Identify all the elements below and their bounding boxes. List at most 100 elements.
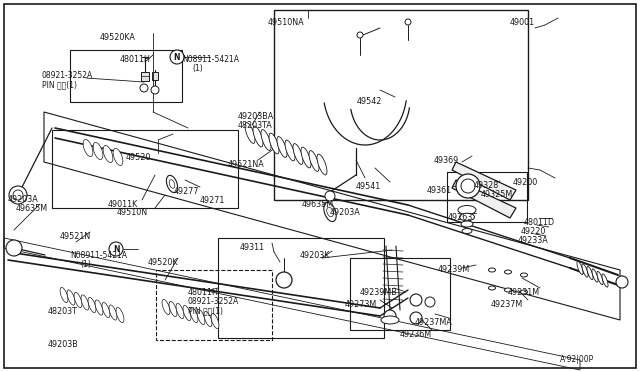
Text: PIN ピン(1): PIN ピン(1) [188,306,223,315]
Ellipse shape [326,207,333,217]
Text: 48011H: 48011H [188,288,219,297]
Ellipse shape [176,304,184,318]
Circle shape [410,312,422,324]
Polygon shape [452,162,516,200]
Ellipse shape [301,147,311,168]
Bar [152,72,158,80]
Polygon shape [452,180,516,218]
Ellipse shape [166,175,178,193]
Ellipse shape [102,302,110,318]
Text: 49635M: 49635M [302,200,334,209]
Ellipse shape [587,266,593,280]
Ellipse shape [460,213,474,221]
Ellipse shape [88,297,96,312]
Text: 49237M: 49237M [491,300,524,309]
Circle shape [151,86,159,94]
Text: 49263: 49263 [448,213,473,222]
Text: 49236M: 49236M [400,330,432,339]
Text: 48011D: 48011D [524,218,555,227]
Text: 48203TA: 48203TA [238,121,273,130]
Ellipse shape [204,311,212,327]
Text: PIN ピン(1): PIN ピン(1) [42,80,77,89]
Ellipse shape [113,148,123,166]
Text: 49520: 49520 [126,153,152,162]
Text: 49220: 49220 [521,227,547,236]
Bar [141,72,149,81]
Bar [447,172,527,222]
Ellipse shape [277,137,287,157]
Text: 49277: 49277 [174,187,200,196]
Text: 48203T: 48203T [48,307,78,316]
Text: 08921-3252A: 08921-3252A [42,71,93,80]
Circle shape [276,272,292,288]
Ellipse shape [458,205,476,215]
Ellipse shape [597,272,603,285]
Ellipse shape [83,140,93,157]
Text: 49271: 49271 [200,196,225,205]
Ellipse shape [67,290,75,305]
Ellipse shape [109,305,117,320]
Ellipse shape [261,129,271,150]
Ellipse shape [245,123,255,143]
Ellipse shape [520,273,527,277]
Text: 49635M: 49635M [16,204,48,213]
Text: 49203B: 49203B [48,340,79,349]
Ellipse shape [504,270,511,274]
Ellipse shape [293,144,303,164]
Text: N: N [113,244,119,253]
Circle shape [6,240,22,256]
Text: 49203A: 49203A [330,208,361,217]
Text: 49203BA: 49203BA [238,112,275,121]
Bar [350,258,450,330]
Ellipse shape [462,228,472,234]
Text: 49239M: 49239M [438,265,470,274]
Text: 49200: 49200 [513,178,538,187]
Text: 49521N: 49521N [60,232,92,241]
Ellipse shape [285,140,295,161]
Text: 49510N: 49510N [117,208,148,217]
Text: A·92|00P: A·92|00P [560,355,595,364]
Ellipse shape [592,269,598,282]
Circle shape [410,294,422,306]
Text: 49520K: 49520K [148,258,179,267]
Text: 49328: 49328 [474,181,499,190]
Text: 49273M: 49273M [345,300,377,309]
Ellipse shape [190,307,198,323]
Ellipse shape [488,286,495,290]
Bar [156,270,272,340]
Text: 49520KA: 49520KA [100,33,136,42]
Text: 49521NA: 49521NA [228,160,265,169]
Ellipse shape [253,126,263,147]
Ellipse shape [309,151,319,171]
Ellipse shape [60,288,68,302]
Text: (1): (1) [192,64,203,73]
Circle shape [461,179,475,193]
Text: 49001: 49001 [510,18,535,27]
Ellipse shape [74,292,82,308]
Ellipse shape [211,314,219,328]
Ellipse shape [317,154,327,175]
Circle shape [384,310,396,322]
Text: (1): (1) [80,260,91,269]
Circle shape [405,19,411,25]
Ellipse shape [520,290,527,294]
Text: 49011K: 49011K [108,200,138,209]
Circle shape [425,297,435,307]
Text: N08911-5421A: N08911-5421A [70,251,127,260]
Ellipse shape [504,288,511,292]
Ellipse shape [116,307,124,323]
Bar [52,130,238,208]
Ellipse shape [488,268,495,272]
Text: 49231M: 49231M [508,288,540,297]
Text: 49239MB: 49239MB [360,288,397,297]
Text: 49325M: 49325M [481,190,513,199]
Text: 49361: 49361 [427,186,452,195]
Ellipse shape [577,262,583,275]
Circle shape [325,191,335,201]
Text: 49203A: 49203A [8,195,39,204]
Text: 49203K: 49203K [300,251,330,260]
Circle shape [456,174,480,198]
Ellipse shape [461,221,473,227]
Text: 49541: 49541 [356,182,381,191]
Ellipse shape [81,295,89,310]
